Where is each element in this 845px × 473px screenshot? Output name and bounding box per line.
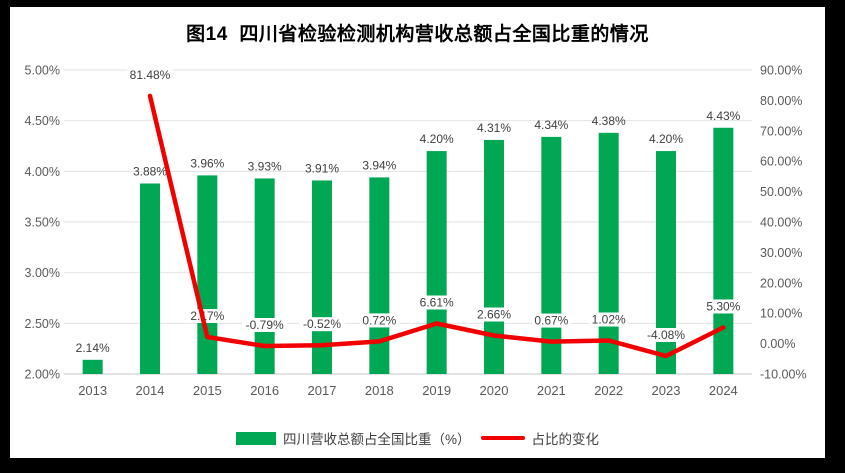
line-label-backing [589,312,628,327]
left-axis-tick-label: 4.50% [25,114,60,128]
line-label-backing [241,318,288,333]
bar-value-label: 4.38% [592,114,626,128]
line-value-label: -4.08% [647,328,685,342]
line-value-label: 1.02% [592,312,626,326]
right-axis-tick-label: -10.00% [760,368,807,382]
line-series-swatch-icon [480,435,525,441]
bar [82,359,103,374]
legend-item-bar-series: 四川营收总额占全国比重（%） [235,428,471,448]
line-value-label: 0.67% [534,314,568,328]
x-axis-label: 2022 [594,383,623,398]
line-value-label: 5.30% [706,299,740,313]
bar-value-label: 4.43% [706,109,740,123]
legend-bar-series-label: 四川营收总额占全国比重（%） [282,432,471,447]
x-axis-label: 2024 [709,383,738,398]
bar-value-label: 4.34% [534,118,568,132]
line-label-backing [417,295,456,310]
right-axis-tick-label: 40.00% [760,216,802,230]
line-value-label: 0.72% [362,313,396,327]
left-axis-tick-label: 5.00% [25,64,60,78]
line-value-label: 2.66% [477,308,511,322]
line-series [147,93,726,359]
line-label-backing [704,299,743,314]
right-axis-tick-label: 60.00% [760,155,802,169]
x-axis-label: 2016 [250,383,279,398]
bar-value-label: 4.20% [649,132,683,146]
chart-plot-area: 5.00% 4.50% 4.00% 3.50% 3.00% 2.50% 2.00% 90.00… [25,64,807,399]
bar-series-swatch-icon [235,431,276,445]
left-axis-tick-label: 4.00% [25,165,60,179]
x-axis-label: 2013 [78,383,107,398]
right-axis-tick-label: 90.00% [760,64,802,78]
x-axis-label: 2021 [537,383,566,398]
line-value-label: -0.79% [246,318,284,332]
left-axis-tick-label: 3.50% [25,216,60,230]
left-axis-tick-label: 2.00% [25,368,60,382]
right-axis-tick-label: 10.00% [760,307,802,321]
x-axis-label: 2015 [193,383,222,398]
line-label-backing [188,309,227,324]
bar [426,151,447,374]
left-axis-tick-label: 2.50% [25,317,60,331]
chart-title: 图14 四川省检验检测机构营收总额占全国比重的情况 [186,24,649,45]
legend: 四川营收总额占全国比重（%） 占比的变化 [10,428,825,448]
bar [369,177,390,374]
right-axis-tick-label: 70.00% [760,124,802,138]
bar-value-label: 3.88% [133,164,167,178]
x-axis-label: 2014 [136,383,165,398]
x-axis-label: 2017 [308,383,337,398]
right-axis-tick-label: 50.00% [760,185,802,199]
line-label-backing [299,317,345,332]
bar [197,175,218,374]
bar [140,183,160,374]
right-axis-tick-label: 30.00% [760,246,802,260]
line-value-label: -0.52% [303,317,341,331]
bar-value-label: 3.91% [305,161,339,175]
line-label-backing [127,67,173,82]
bar-value-label: 4.31% [477,121,511,135]
x-axis-label: 2019 [422,383,451,398]
bar-value-label: 2.14% [76,341,110,355]
bar-value-label: 4.20% [420,132,454,146]
bar [484,139,504,374]
line-label-backing [474,307,514,322]
bar-value-label: 3.94% [362,158,396,172]
bar-value-label: 3.96% [190,156,224,170]
right-axis-tick-label: 20.00% [760,276,802,290]
bar [598,132,619,374]
right-axis-tick-label: 0.00% [760,337,795,351]
bar [713,127,734,374]
legend-line-series-label: 占比的变化 [531,432,600,447]
chart-panel: 图14 四川省检验检测机构营收总额占全国比重的情况 5.00% 4.50% 4.00… [10,7,825,458]
x-axis-label: 2023 [652,383,681,398]
right-axis-tick-label: 80.00% [760,94,802,108]
line-value-label: 81.48% [130,68,171,82]
legend-item-line-series: 占比的变化 [480,428,600,448]
line-label-backing [532,313,571,328]
bar [656,151,676,374]
bar-value-label: 3.93% [248,159,282,173]
bar [541,136,562,374]
x-axis-label: 2020 [480,383,509,398]
left-axis-tick-label: 3.00% [25,266,60,280]
x-axis-label: 2018 [365,383,394,398]
line-label-backing [643,328,689,343]
line-value-label: 6.61% [420,296,454,310]
line-value-label: 2.17% [190,309,224,323]
line-label-backing [360,313,399,328]
